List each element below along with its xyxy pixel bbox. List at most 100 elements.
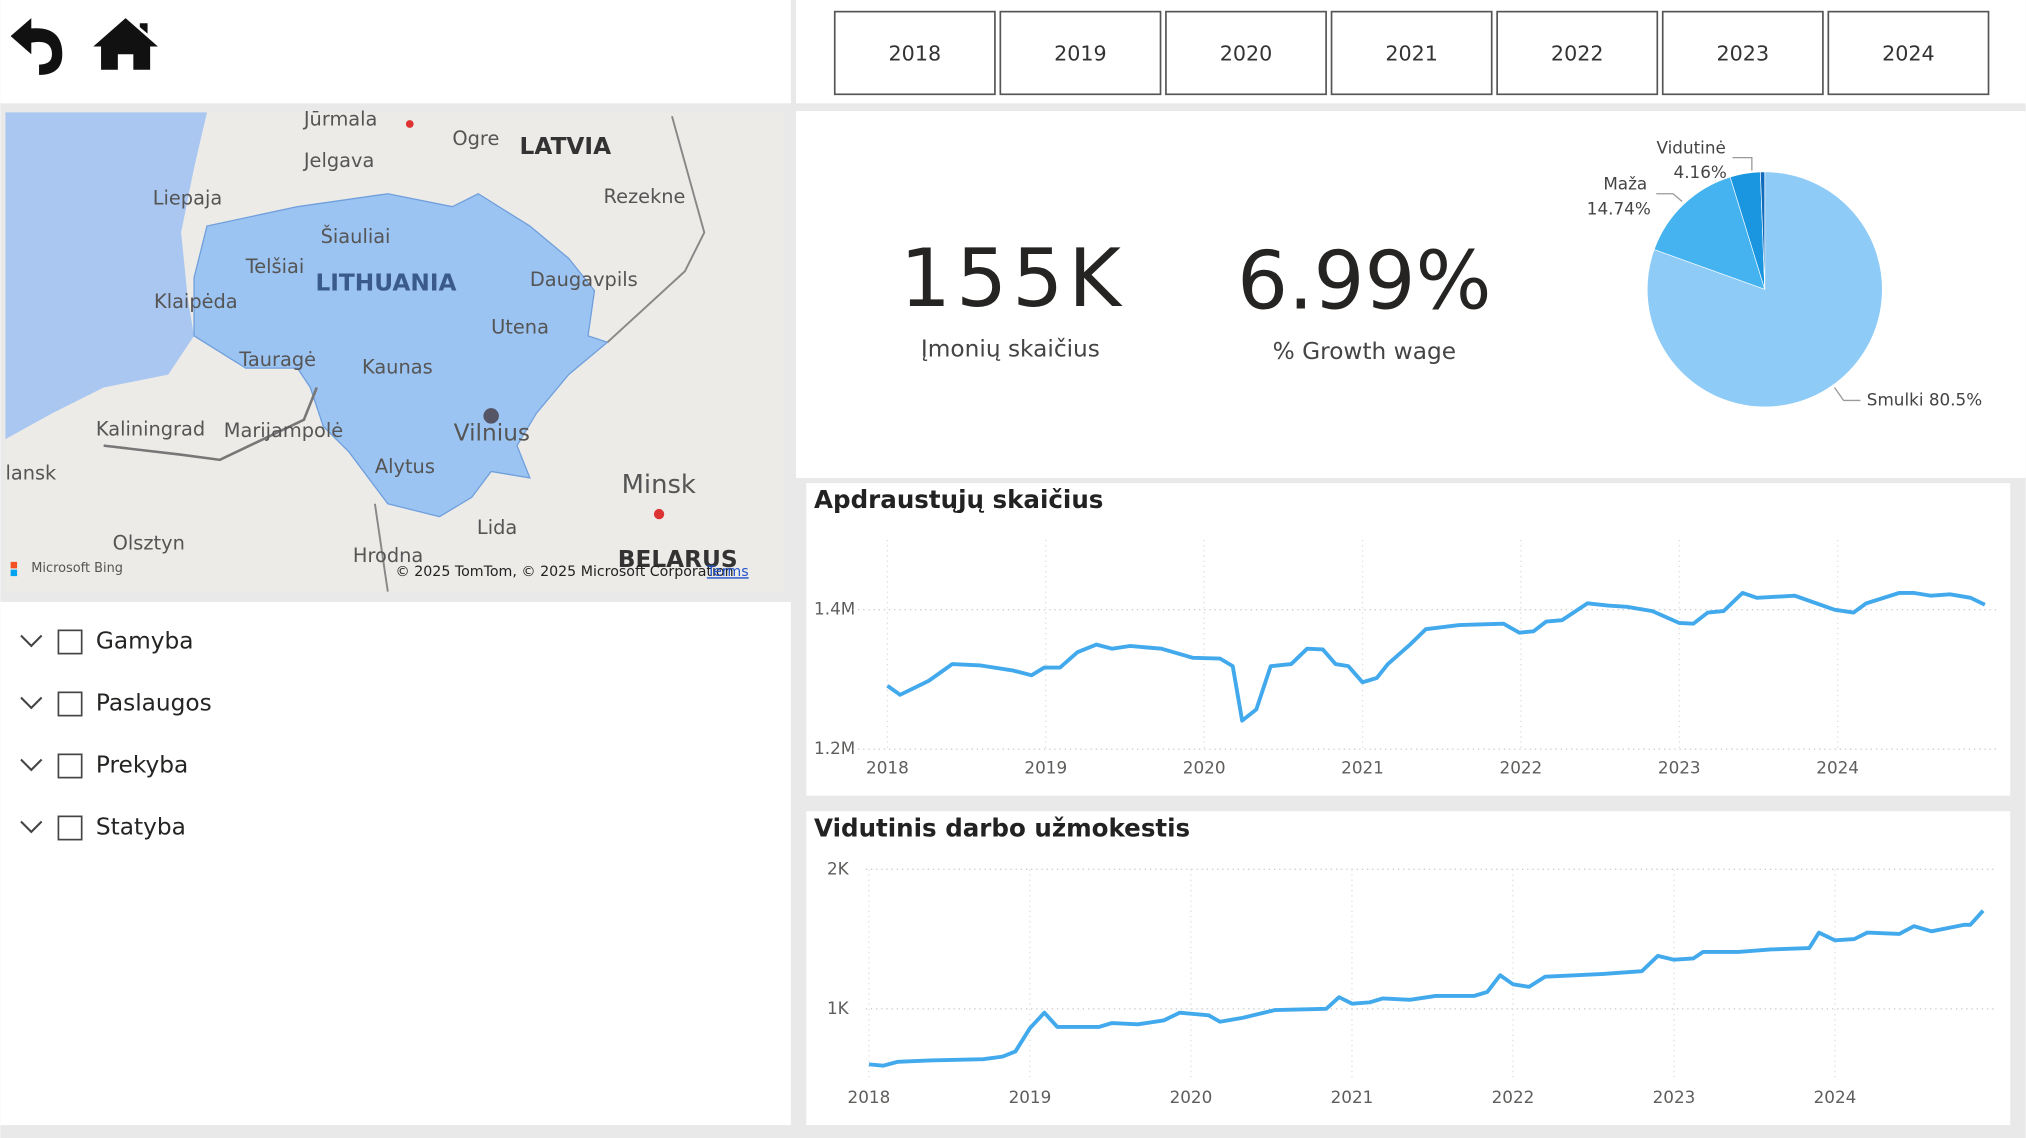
map-label: Lida: [477, 516, 517, 539]
filter-label[interactable]: Prekyba: [96, 751, 188, 778]
x-tick-label: 2019: [1024, 758, 1067, 778]
map-label: Kaliningrad: [96, 418, 205, 441]
filter-label[interactable]: Gamyba: [96, 627, 194, 654]
map-label: Vilnius: [454, 420, 530, 447]
y-tick-label: 1.4M: [814, 599, 855, 619]
x-tick-label: 2023: [1653, 1087, 1696, 1107]
year-button-label[interactable]: 2023: [1717, 41, 1770, 65]
map-sea: [5, 112, 207, 440]
map-brand: Microsoft Bing: [31, 561, 123, 576]
filter-label[interactable]: Statyba: [96, 813, 186, 840]
x-tick-label: 2019: [1009, 1087, 1052, 1107]
pie-slice: [1760, 171, 1766, 290]
chevron[interactable]: [20, 758, 43, 772]
map-label: LITHUANIA: [315, 270, 456, 297]
year-button-label[interactable]: 2020: [1220, 41, 1273, 65]
year-button[interactable]: [1496, 10, 1659, 96]
line: [868, 909, 1985, 1068]
x-tick-label: 2018: [866, 758, 909, 778]
map-label: Jūrmala: [303, 108, 378, 131]
year-button[interactable]: [1661, 10, 1824, 96]
map-label: Minsk: [622, 470, 696, 500]
chevron[interactable]: [20, 696, 43, 710]
year-button-label[interactable]: 2019: [1054, 41, 1107, 65]
x-tick-label: 2024: [1816, 758, 1859, 778]
map-label: Liepaja: [153, 186, 222, 209]
map-city: [405, 120, 414, 128]
chevron[interactable]: [20, 634, 43, 648]
leader-line: [1732, 156, 1753, 171]
pie-label: Smulki 80.5%: [1867, 389, 1982, 409]
map-copyright: © 2025 TomTom, © 2025 Microsoft Corporat…: [396, 564, 734, 580]
filter-label[interactable]: Paslaugos: [96, 689, 212, 716]
year-button[interactable]: [1827, 10, 1990, 96]
year-button-label[interactable]: 2018: [889, 41, 942, 65]
home-icon[interactable]: [93, 18, 158, 70]
map-label: lansk: [5, 462, 57, 485]
map-terms[interactable]: Terms: [706, 564, 749, 580]
chart-title: Apdraustųjų skaičius: [814, 485, 1103, 514]
pie-label: Maža: [1603, 174, 1647, 194]
chart-panel: [806, 483, 2011, 796]
pie-slice: [1653, 176, 1766, 290]
year-button-label[interactable]: 2021: [1385, 41, 1438, 65]
map-label: Utena: [491, 316, 549, 339]
map-label: Klaipėda: [154, 290, 238, 313]
year-button-label[interactable]: 2022: [1551, 41, 1604, 65]
map-border: [103, 387, 318, 462]
pie-value-label: 80.5%: [1929, 389, 1982, 409]
map-label: Rezekne: [604, 185, 686, 208]
year-button[interactable]: [999, 10, 1162, 96]
pie-value-label: 14.74%: [1587, 198, 1651, 218]
map-city: [653, 508, 665, 520]
pie-value-label: 4.16%: [1674, 162, 1727, 182]
chart-title: Vidutinis darbo užmokestis: [814, 813, 1190, 842]
y-tick-label: 1K: [827, 998, 850, 1018]
x-tick-label: 2021: [1331, 1087, 1374, 1107]
y-tick-label: 2K: [827, 858, 850, 878]
map-border: [373, 115, 706, 592]
leader-line: [1656, 193, 1683, 202]
chevron[interactable]: [20, 820, 43, 834]
map-label: BELARUS: [618, 546, 738, 573]
pie-label: Smulki: [1867, 389, 1924, 409]
y-tick-label: 1.2M: [814, 738, 855, 758]
map-label: Hrodna: [353, 544, 423, 567]
bing-logo: [10, 561, 18, 569]
checkbox[interactable]: [57, 629, 83, 655]
map-label: Marijampolė: [224, 419, 343, 442]
map-lithuania: [193, 193, 609, 518]
kpi-value: 155K: [900, 232, 1126, 325]
x-tick-label: 2020: [1183, 758, 1226, 778]
leader-line: [1834, 387, 1861, 402]
map: Jūrmala Ogre LATVIA Jelgava Liepaja Reze…: [5, 108, 785, 592]
checkbox[interactable]: [57, 815, 83, 841]
x-tick-label: 2018: [848, 1087, 891, 1107]
map-label: Olsztyn: [113, 531, 185, 554]
x-tick-label: 2024: [1814, 1087, 1857, 1107]
map-label: Daugavpils: [530, 268, 638, 291]
year-button[interactable]: [1165, 10, 1327, 96]
kpi-label: % Growth wage: [1273, 338, 1456, 365]
checkbox[interactable]: [57, 753, 83, 779]
year-button[interactable]: [833, 10, 996, 96]
map-label: Tauragė: [238, 348, 316, 371]
map-city: [483, 408, 499, 424]
year-button-label[interactable]: 2024: [1882, 41, 1935, 65]
checkbox[interactable]: [57, 691, 83, 717]
x-tick-label: 2022: [1492, 1087, 1535, 1107]
map-label: Alytus: [375, 455, 435, 478]
bing-logo: [10, 569, 18, 577]
map-label: LATVIA: [520, 133, 612, 160]
kpi-value: 6.99%: [1237, 235, 1491, 328]
x-tick-label: 2022: [1500, 758, 1543, 778]
x-tick-label: 2023: [1658, 758, 1701, 778]
year-button[interactable]: [1330, 10, 1493, 96]
chart-panel: [806, 811, 2011, 1126]
x-tick-label: 2021: [1341, 758, 1384, 778]
filter-panel: [0, 601, 791, 1126]
line: [886, 590, 1986, 723]
back-icon[interactable]: [10, 18, 63, 75]
